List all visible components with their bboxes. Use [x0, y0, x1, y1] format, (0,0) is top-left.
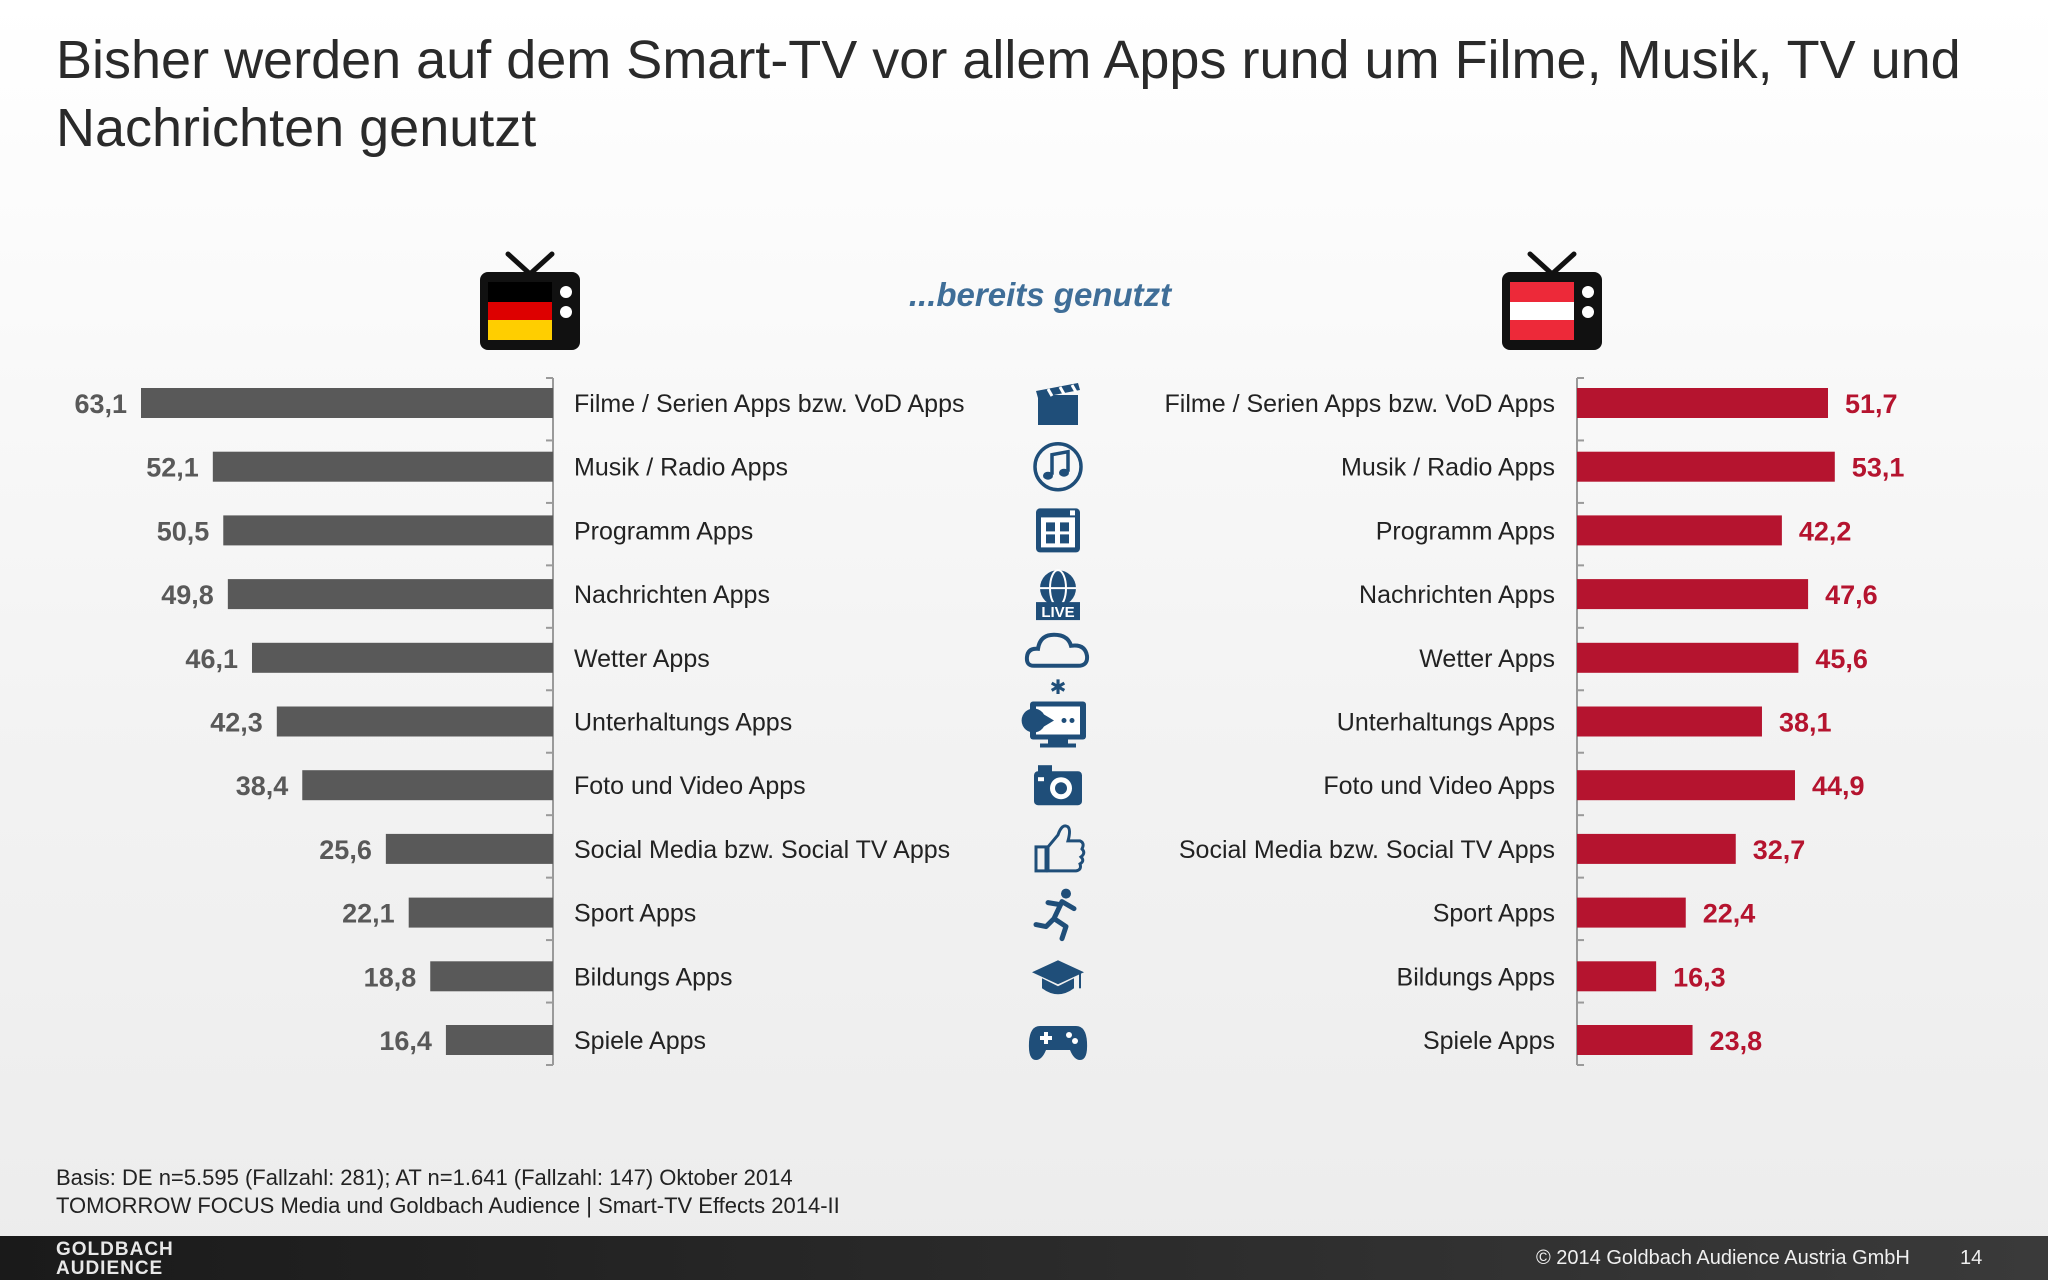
category-label-right: Musik / Radio Apps: [1341, 454, 1555, 482]
program-grid-icon: [1036, 508, 1080, 553]
category-label-left: Musik / Radio Apps: [574, 454, 788, 482]
value-label-at: 38,1: [1779, 708, 1832, 738]
category-label-right: Nachrichten Apps: [1359, 581, 1555, 609]
bar-at: [1577, 642, 1799, 673]
bar-at: [1577, 451, 1835, 482]
value-label-at: 42,2: [1799, 516, 1852, 546]
clapperboard-icon: [1036, 383, 1080, 425]
chart-subtitle: ...bereits genutzt: [908, 276, 1172, 313]
bar-de: [408, 897, 553, 928]
bar-at: [1577, 706, 1762, 737]
category-label-left: Spiele Apps: [574, 1027, 706, 1055]
bar-at: [1577, 515, 1782, 546]
category-label-right: Filme / Serien Apps bzw. VoD Apps: [1165, 390, 1555, 418]
bar-de: [141, 388, 553, 418]
category-label-left: Sport Apps: [574, 900, 696, 928]
bar-de: [385, 833, 553, 864]
value-label-de: 18,8: [364, 962, 417, 992]
value-label-at: 32,7: [1753, 835, 1806, 865]
category-label-right: Sport Apps: [1433, 900, 1555, 928]
bar-at: [1577, 770, 1795, 801]
value-label-at: 47,6: [1825, 580, 1878, 610]
footnote-source: TOMORROW FOCUS Media und Goldbach Audien…: [56, 1193, 840, 1218]
category-label-right: Unterhaltungs Apps: [1337, 709, 1555, 737]
bar-de: [302, 770, 553, 801]
thumbs-up-icon: [1034, 824, 1086, 873]
graduation-cap-icon: [1032, 960, 1084, 995]
value-label-at: 22,4: [1703, 899, 1756, 929]
bar-at: [1577, 388, 1828, 418]
value-label-de: 46,1: [185, 644, 238, 674]
value-label-de: 38,4: [236, 771, 289, 801]
live-text: LIVE: [1041, 604, 1074, 621]
sun-glyph: ✱: [1050, 675, 1067, 699]
tv-austria-flag-icon: [1502, 251, 1602, 350]
value-label-at: 51,7: [1845, 389, 1898, 419]
bar-de: [227, 579, 553, 610]
category-label-right: Social Media bzw. Social TV Apps: [1179, 836, 1555, 864]
butterfly-bar-chart: 63,1 Filme / Serien Apps bzw. VoD Apps Fil…: [74, 377, 1905, 1066]
goldbach-logo: GOLDBACH AUDIENCE: [56, 1239, 174, 1279]
category-label-left: Wetter Apps: [574, 645, 710, 673]
value-label-at: 45,6: [1815, 644, 1868, 674]
category-label-right: Bildungs Apps: [1397, 963, 1555, 991]
category-label-right: Programm Apps: [1376, 517, 1555, 545]
source-footnote: Basis: DE n=5.595 (Fallzahl: 281); AT n=…: [56, 1164, 840, 1220]
page-number: 14: [1960, 1247, 1983, 1269]
bar-de: [430, 961, 553, 992]
copyright-text: © 2014 Goldbach Audience Austria GmbH: [1536, 1247, 1910, 1269]
value-label-de: 50,5: [157, 516, 210, 546]
gamepad-icon: [1028, 1026, 1088, 1060]
value-label-de: 42,3: [210, 708, 263, 738]
value-label-de: 25,6: [319, 835, 372, 865]
category-label-left: Nachrichten Apps: [574, 581, 770, 609]
category-label-left: Social Media bzw. Social TV Apps: [574, 836, 950, 864]
music-note-icon: [1033, 441, 1083, 492]
bar-at: [1577, 1025, 1693, 1055]
bar-de: [276, 706, 553, 737]
slide-title: Bisher werden auf dem Smart-TV vor allem…: [56, 30, 1961, 158]
category-label-left: Unterhaltungs Apps: [574, 709, 792, 737]
category-label-left: Bildungs Apps: [574, 963, 732, 991]
category-label-right: Wetter Apps: [1419, 645, 1555, 673]
value-label-at: 23,8: [1710, 1026, 1763, 1056]
value-label-de: 52,1: [146, 453, 199, 483]
category-label-left: Foto und Video Apps: [574, 772, 806, 800]
arcade-screen-icon: [1021, 701, 1086, 748]
category-label-left: Programm Apps: [574, 517, 753, 545]
value-label-de: 63,1: [74, 389, 127, 419]
value-label-at: 53,1: [1852, 453, 1905, 483]
bar-de: [212, 451, 553, 482]
value-label-de: 16,4: [379, 1026, 432, 1056]
tv-germany-flag-icon: [480, 251, 580, 350]
value-label-at: 16,3: [1673, 962, 1726, 992]
bar-at: [1577, 961, 1657, 992]
footnote-basis: Basis: DE n=5.595 (Fallzahl: 281); AT n=…: [56, 1165, 793, 1190]
bar-at: [1577, 833, 1736, 864]
value-label-de: 22,1: [342, 899, 395, 929]
bar-at: [1577, 579, 1809, 610]
category-label-right: Spiele Apps: [1423, 1027, 1555, 1055]
cloud-weather-icon: ✱: [1024, 632, 1090, 699]
bar-de: [251, 642, 553, 673]
bar-de: [445, 1025, 553, 1055]
category-label-left: Filme / Serien Apps bzw. VoD Apps: [574, 390, 964, 418]
category-label-right: Foto und Video Apps: [1323, 772, 1555, 800]
runner-icon: [1033, 888, 1077, 942]
camera-icon: [1034, 765, 1082, 806]
globe-live-icon: LIVE: [1036, 569, 1080, 621]
bar-de: [223, 515, 553, 546]
bar-at: [1577, 897, 1686, 928]
footer-bar: GOLDBACH AUDIENCE © 2014 Goldbach Audien…: [0, 1236, 2048, 1280]
value-label-de: 49,8: [161, 580, 214, 610]
value-label-at: 44,9: [1812, 771, 1865, 801]
